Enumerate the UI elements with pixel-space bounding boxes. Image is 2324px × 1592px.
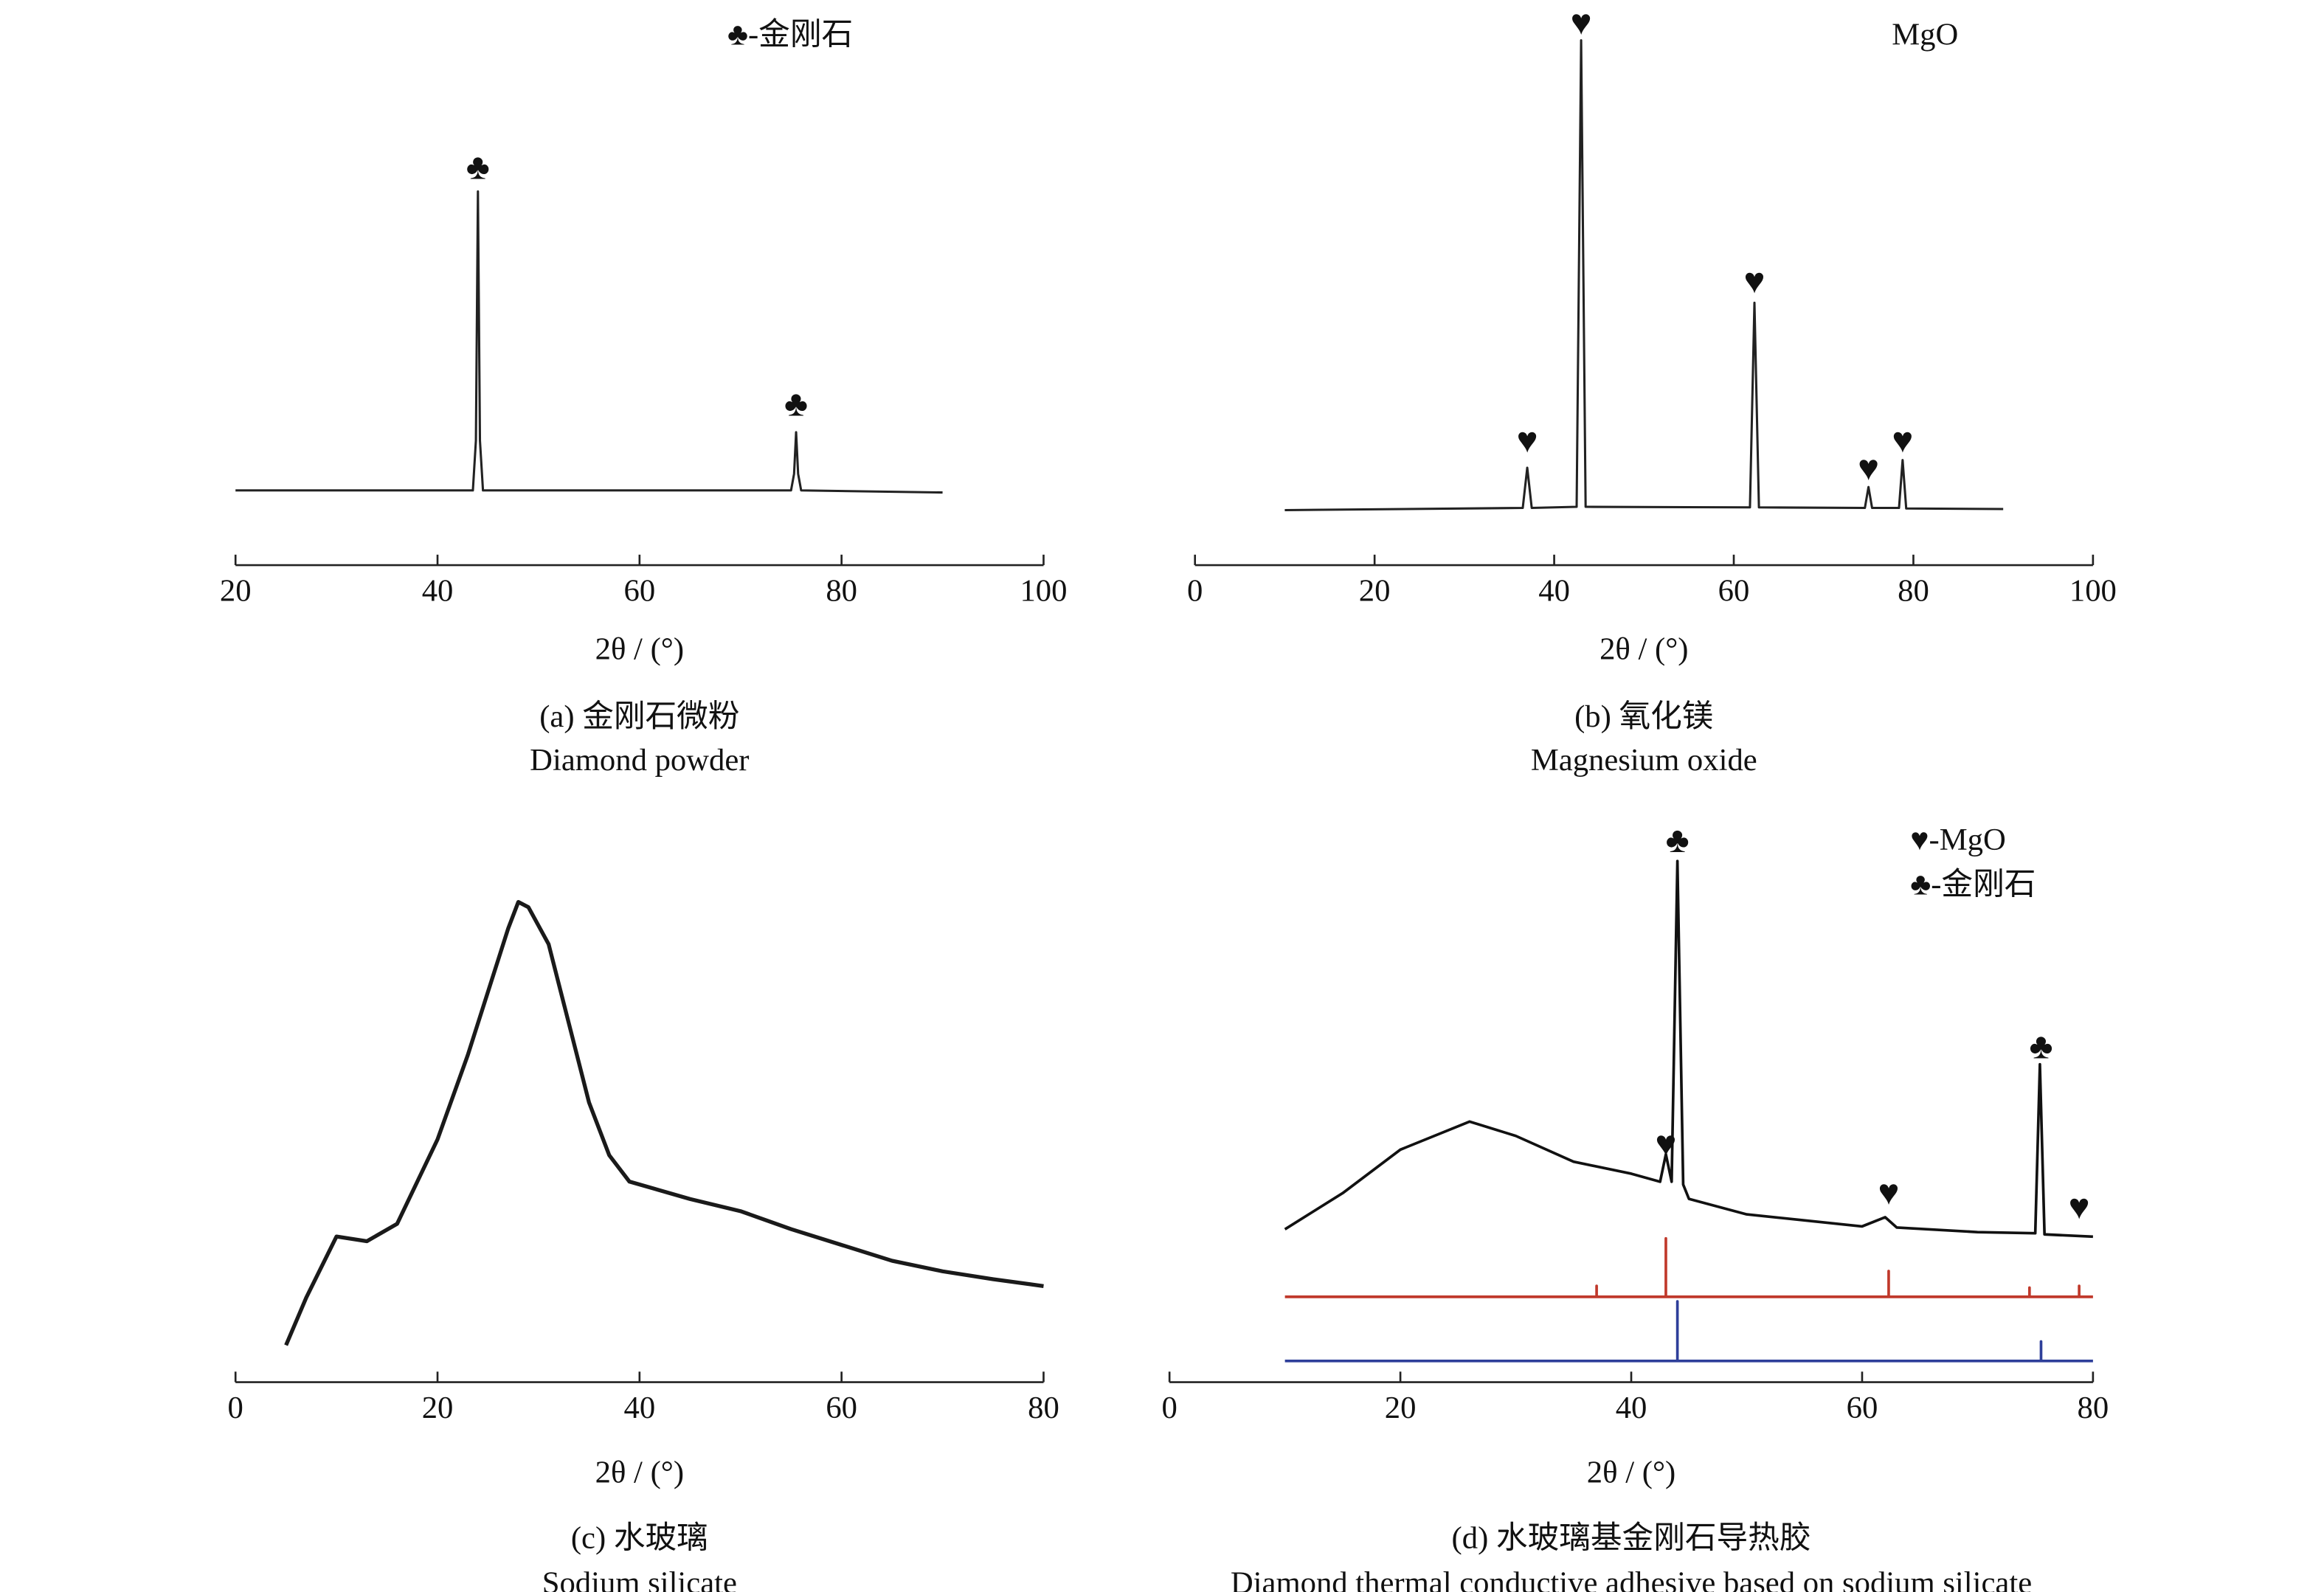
peak-marker: ♥ [1571, 2, 1592, 42]
peak-marker: ♣ [466, 148, 490, 187]
peak-marker: ♣ [784, 384, 808, 423]
x-tick-label: 100 [2069, 573, 2117, 608]
x-tick-label: 0 [1187, 573, 1203, 608]
x-tick-label: 80 [1028, 1391, 1059, 1425]
peak-marker: ♥ [1892, 421, 1913, 460]
x-tick-label: 40 [1616, 1391, 1647, 1425]
x-tick-label: 40 [422, 573, 454, 608]
data-line [284, 899, 1044, 1346]
x-axis-label: 2θ / (°) [595, 632, 684, 667]
peak-marker: ♣ [2029, 1026, 2052, 1066]
data-line [1284, 859, 2093, 1239]
peak-marker: ♥ [1744, 261, 1766, 301]
x-tick-label: 80 [1898, 573, 1929, 608]
x-tick-label: 60 [1718, 573, 1750, 608]
x-tick-label: 20 [422, 1391, 454, 1425]
data-line [1284, 39, 2004, 512]
subcaption: Sodium silicate [542, 1566, 737, 1592]
x-tick-label: 0 [228, 1391, 243, 1425]
peak-marker: ♥ [1878, 1172, 1899, 1212]
legend-entry: ♣-金刚石 [1910, 867, 2036, 902]
subcaption: Magnesium oxide [1531, 743, 1757, 778]
x-tick-label: 60 [624, 573, 656, 608]
x-axis-label: 2θ / (°) [595, 1455, 684, 1489]
subcaption: Diamond thermal conductive adhesive base… [1231, 1566, 2032, 1592]
legend-entry: ♥-MgO [1910, 823, 2006, 857]
x-tick-label: 20 [1385, 1391, 1417, 1425]
peak-marker: ♥ [1858, 448, 1879, 488]
caption: (d) 水玻璃基金刚石导热胶 [1452, 1520, 1811, 1556]
x-tick-label: 60 [826, 1391, 857, 1425]
data-line [235, 190, 943, 494]
x-tick-label: 60 [1847, 1391, 1878, 1425]
x-tick-label: 40 [1538, 573, 1570, 608]
x-axis-label: 2θ / (°) [1600, 632, 1688, 667]
x-tick-label: 20 [220, 573, 252, 608]
caption: (a) 金刚石微粉 [539, 699, 739, 734]
x-tick-label: 20 [1359, 573, 1391, 608]
x-tick-label: 40 [624, 1391, 656, 1425]
x-tick-label: 80 [2078, 1391, 2109, 1425]
peak-marker: ♥ [1655, 1124, 1676, 1163]
x-tick-label: 100 [1020, 573, 1067, 608]
peak-marker: ♥ [1517, 421, 1538, 460]
legend-entry: ♣-金刚石 [727, 17, 853, 52]
x-tick-label: 0 [1161, 1391, 1177, 1425]
subcaption: Diamond powder [530, 743, 749, 778]
data-line [1284, 1300, 2093, 1363]
caption: (b) 氧化镁 [1574, 699, 1713, 734]
legend-entry: MgO [1892, 18, 1958, 52]
peak-marker: ♥ [2069, 1187, 2090, 1227]
x-axis-label: 2θ / (°) [1587, 1455, 1675, 1489]
peak-marker: ♣ [1666, 820, 1690, 860]
data-line [1284, 1236, 2093, 1298]
caption: (c) 水玻璃 [571, 1521, 708, 1556]
x-tick-label: 80 [826, 573, 857, 608]
